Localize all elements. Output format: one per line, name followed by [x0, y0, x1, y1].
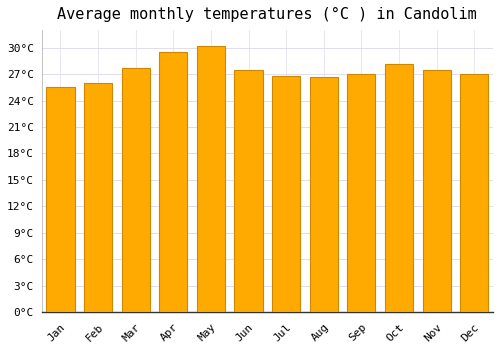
Bar: [122, 68, 150, 312]
Bar: [272, 76, 300, 312]
Bar: [197, 46, 225, 312]
Bar: [46, 88, 74, 312]
Bar: [310, 77, 338, 312]
Bar: [234, 70, 262, 312]
Bar: [348, 74, 376, 312]
Bar: [385, 64, 413, 312]
Bar: [422, 70, 450, 312]
Title: Average monthly temperatures (°C ) in Candolim: Average monthly temperatures (°C ) in Ca…: [58, 7, 477, 22]
Bar: [84, 83, 112, 312]
Bar: [159, 52, 188, 312]
Bar: [460, 74, 488, 312]
